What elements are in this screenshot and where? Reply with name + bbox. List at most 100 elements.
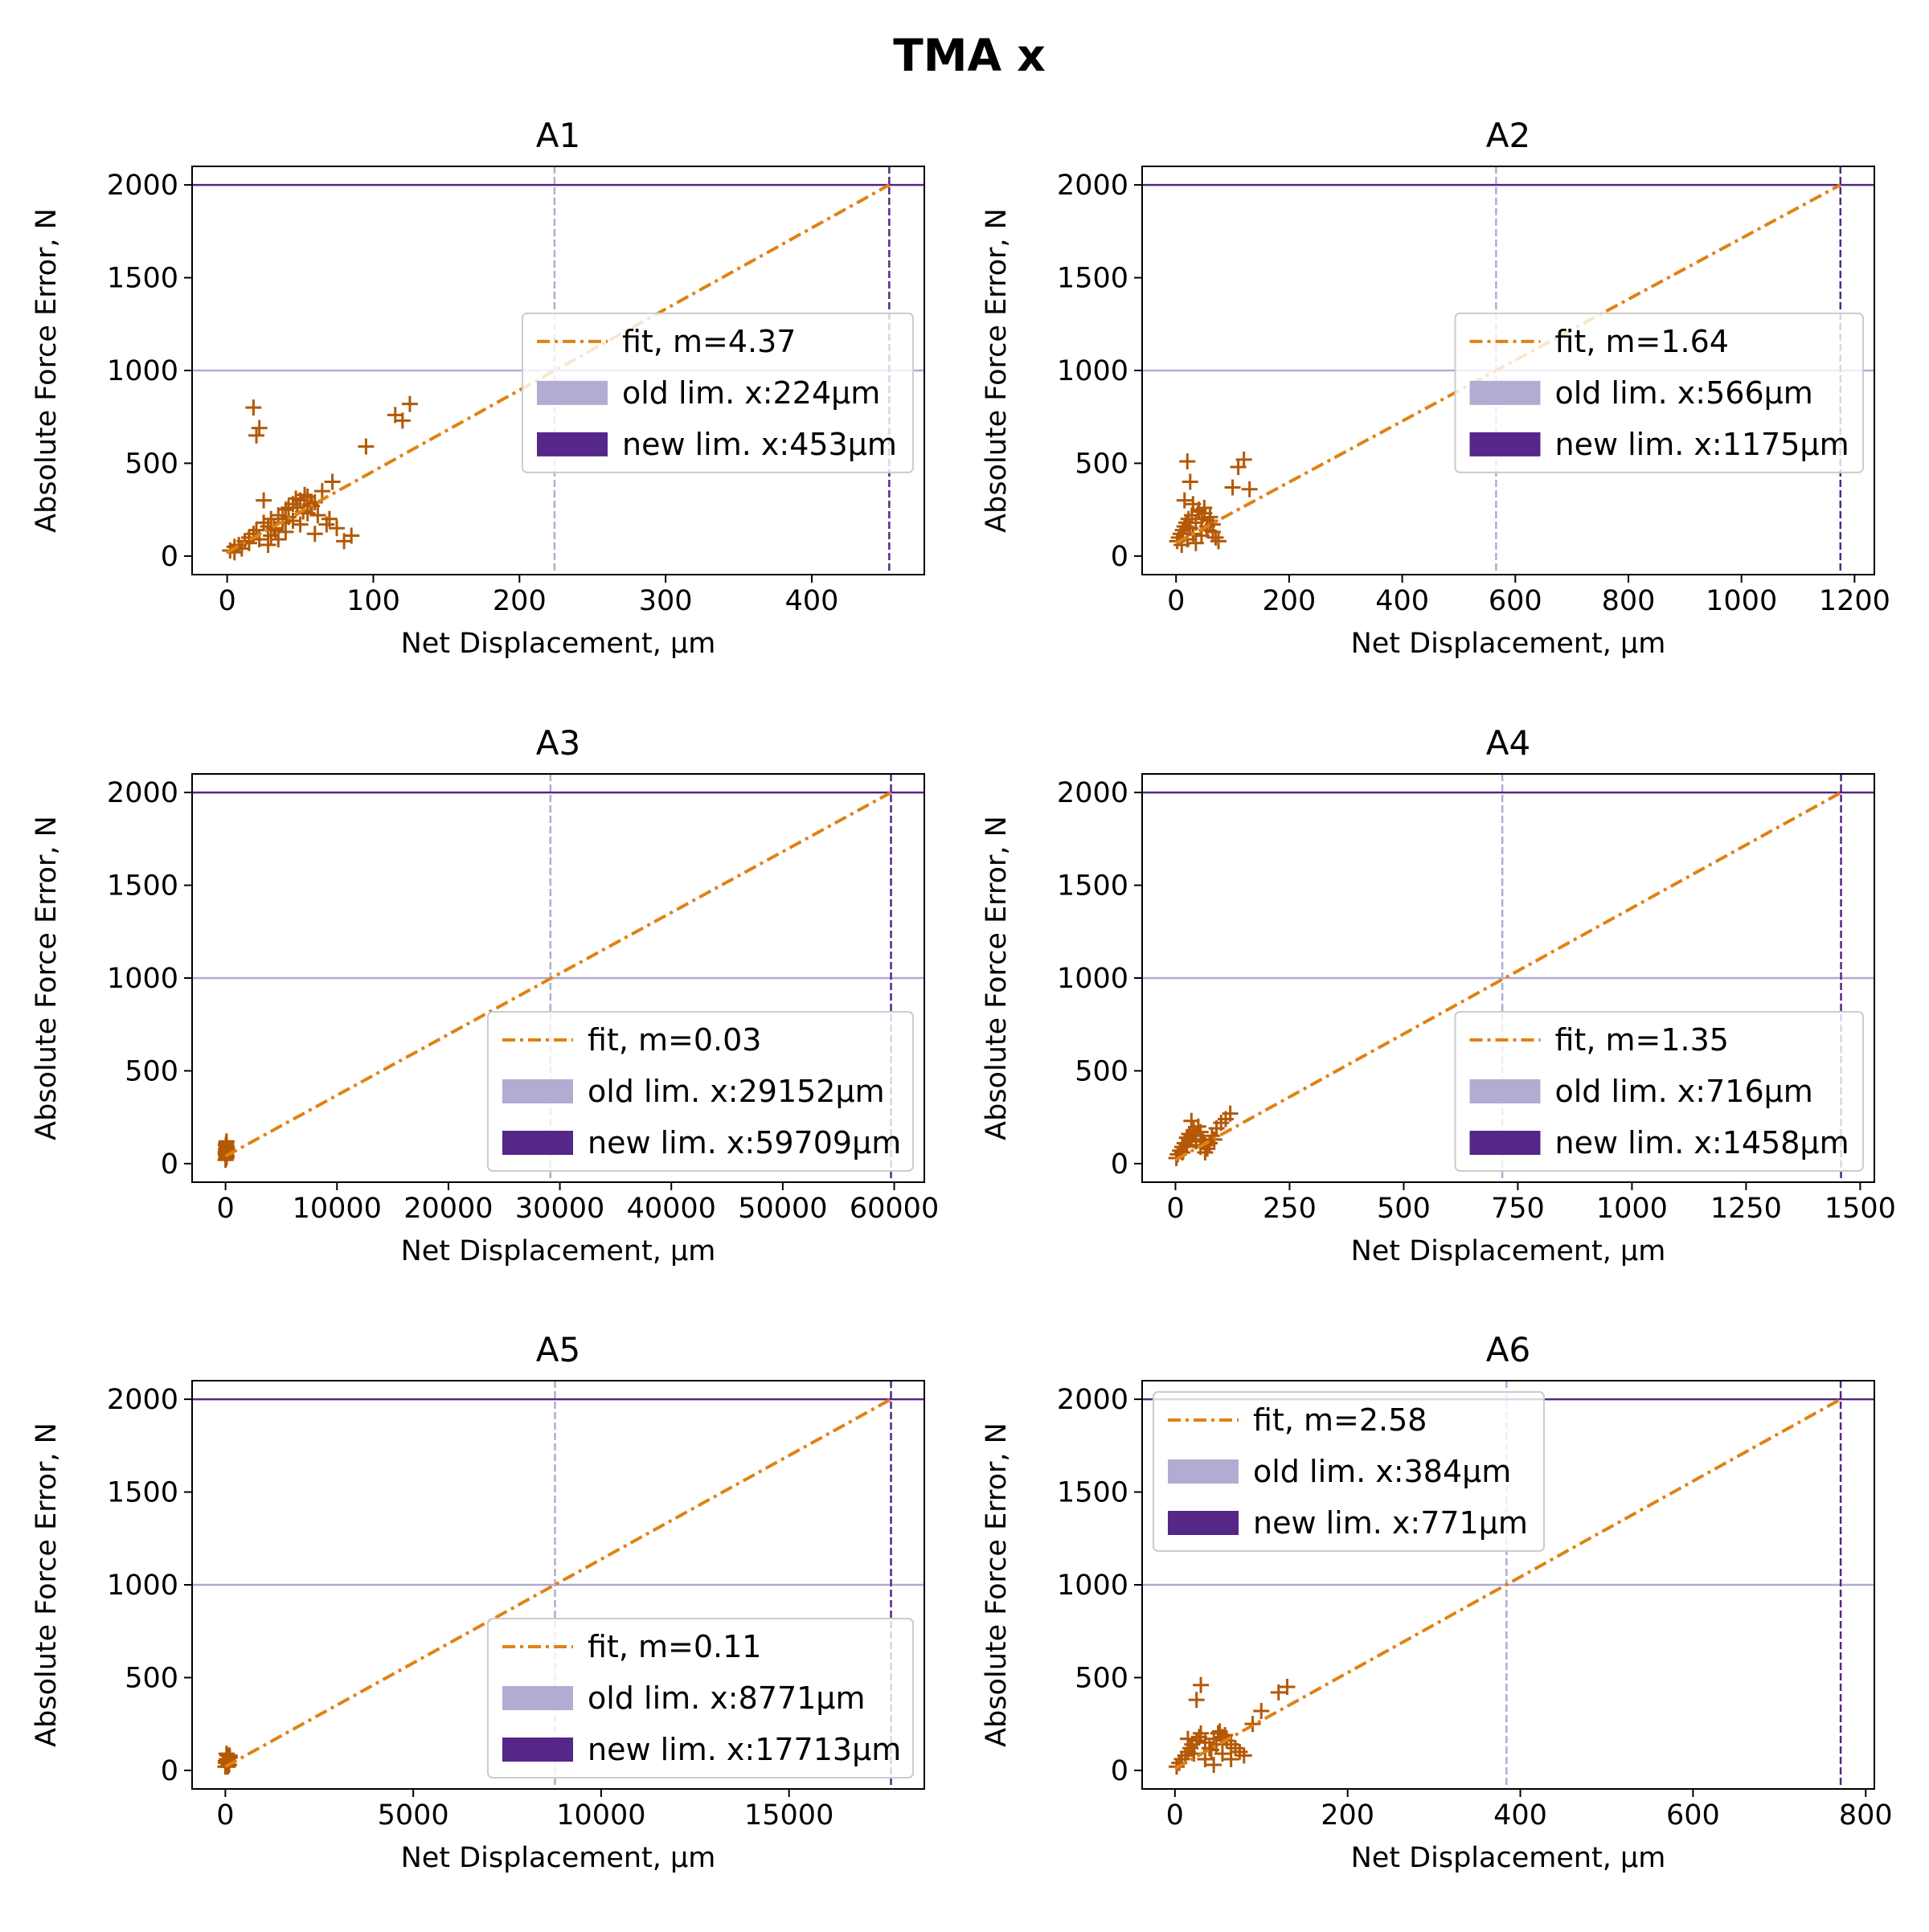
x-tick-label: 60000 <box>850 1193 939 1225</box>
subplot-a6: 0 200 400 600 800 0 500 1000 1500 2000 A6 Net Displ… <box>981 1330 1893 1874</box>
data-point <box>1223 1751 1239 1768</box>
y-tick-label: 1500 <box>107 870 178 903</box>
data-point <box>256 492 272 509</box>
y-tick-label: 500 <box>125 1055 178 1087</box>
y-tick-label: 1500 <box>1057 1477 1128 1509</box>
data-point <box>1210 533 1227 550</box>
data-point <box>1179 453 1196 470</box>
data-point <box>1176 492 1193 509</box>
figure-title: TMA x <box>893 30 1045 81</box>
subplot-title: A6 <box>1486 1330 1530 1369</box>
legend-box <box>487 1011 914 1172</box>
x-tick-label: 400 <box>785 585 839 617</box>
y-tick-label: 1500 <box>1057 263 1128 295</box>
y-axis-label: Absolute Force Error, N <box>981 1422 1013 1747</box>
legend-new-limit-label: new lim. x:771μm <box>1253 1505 1528 1541</box>
x-tick-label: 15000 <box>744 1799 833 1832</box>
legend-old-limit-label: old lim. x:566μm <box>1555 375 1813 411</box>
subplot-a3: 0 10000 20000 30000 40000 50000 60000 0 500 1000 1… <box>31 723 939 1267</box>
x-tick-label: 1250 <box>1710 1193 1782 1225</box>
subplot-a5: 0 5000 10000 15000 0 500 1000 1500 2000 A5 Net Dis… <box>31 1330 925 1874</box>
x-tick-label: 0 <box>216 1193 234 1225</box>
y-tick-label: 2000 <box>1057 777 1128 809</box>
legend-new-limit-label: new lim. x:453μm <box>622 427 897 462</box>
legend-new-limit-swatch <box>502 1738 573 1762</box>
subplot-title: A3 <box>536 723 580 763</box>
data-point <box>1187 534 1204 551</box>
x-tick-label: 200 <box>493 585 547 617</box>
legend-new-limit-label: new lim. x:1175μm <box>1555 427 1849 462</box>
legend-fit-label: fit, m=4.37 <box>622 324 796 359</box>
x-tick-label: 400 <box>1375 585 1429 617</box>
data-point <box>324 473 341 490</box>
legend-new-limit-swatch <box>502 1131 573 1155</box>
legend-old-limit-label: old lim. x:716μm <box>1555 1074 1813 1109</box>
y-tick-label: 2000 <box>1057 170 1128 202</box>
x-axis-label: Net Displacement, μm <box>1351 628 1666 660</box>
legend-fit-label: fit, m=1.35 <box>1555 1022 1729 1058</box>
y-axis-label: Absolute Force Error, N <box>981 816 1013 1140</box>
data-point <box>270 531 287 548</box>
x-tick-label: 200 <box>1262 585 1316 617</box>
x-tick-label: 40000 <box>627 1193 716 1225</box>
data-point <box>1235 1747 1252 1764</box>
y-tick-label: 1000 <box>107 355 178 387</box>
data-point <box>1270 1684 1287 1701</box>
x-tick-label: 200 <box>1321 1799 1374 1832</box>
x-tick-label: 400 <box>1493 1799 1547 1832</box>
subplot-title: A2 <box>1486 116 1530 155</box>
scatter-points <box>217 1746 238 1775</box>
data-point <box>1235 451 1252 468</box>
legend-box <box>487 1618 914 1779</box>
data-point <box>1174 522 1191 538</box>
y-tick-label: 0 <box>161 541 178 573</box>
x-axis-label: Net Displacement, μm <box>401 628 716 660</box>
y-tick-label: 2000 <box>107 1384 178 1416</box>
data-point <box>1197 1751 1214 1768</box>
x-tick-label: 0 <box>1166 1193 1184 1225</box>
legend-new-limit-swatch <box>1469 432 1541 456</box>
x-tick-label: 100 <box>346 585 400 617</box>
y-tick-label: 500 <box>1075 1662 1128 1694</box>
x-tick-label: 600 <box>1666 1799 1720 1832</box>
y-tick-label: 500 <box>125 448 178 480</box>
y-tick-label: 500 <box>1075 448 1128 480</box>
y-tick-label: 0 <box>1111 1755 1128 1787</box>
fit-line <box>224 1398 892 1769</box>
data-point <box>329 520 346 537</box>
legend-old-limit-label: old lim. x:224μm <box>622 375 880 411</box>
x-tick-label: 0 <box>219 585 236 617</box>
data-point <box>343 527 360 544</box>
data-point <box>297 486 313 503</box>
data-point <box>318 516 335 533</box>
legend-old-limit-swatch <box>502 1079 573 1103</box>
legend-new-limit-label: new lim. x:17713μm <box>588 1732 901 1767</box>
x-axis-label: Net Displacement, μm <box>401 1842 716 1874</box>
y-axis-label: Absolute Force Error, N <box>31 1422 63 1747</box>
data-point <box>1183 1112 1200 1129</box>
legend-old-limit-label: old lim. x:8771μm <box>588 1680 866 1716</box>
subplot-a4: 0 250 500 750 1000 1250 1500 0 500 1000 1500 2000 A4… <box>981 723 1896 1267</box>
data-point <box>1231 1743 1248 1760</box>
data-point <box>1241 481 1258 497</box>
data-point <box>1182 473 1198 490</box>
legend-box <box>1454 312 1864 473</box>
subplot-title: A4 <box>1486 723 1530 763</box>
legend-old-limit-label: old lim. x:29152μm <box>588 1074 885 1109</box>
y-tick-label: 1000 <box>107 963 178 995</box>
legend: fit, m=4.37 old lim. x:224μm new lim. x:45… <box>522 312 914 473</box>
legend-new-limit-label: new lim. x:1458μm <box>1555 1125 1849 1160</box>
y-tick-label: 500 <box>125 1662 178 1694</box>
x-tick-label: 0 <box>1166 1799 1184 1832</box>
x-tick-label: 30000 <box>515 1193 604 1225</box>
x-axis-label: Net Displacement, μm <box>401 1235 716 1267</box>
legend: fit, m=0.03 old lim. x:29152μm new lim. x:… <box>487 1011 914 1172</box>
y-tick-label: 0 <box>1111 1148 1128 1181</box>
legend-box <box>1454 1011 1864 1172</box>
scatter-points <box>222 395 418 561</box>
y-tick-label: 500 <box>1075 1055 1128 1087</box>
fit-line <box>1175 183 1841 545</box>
data-point <box>394 412 411 429</box>
